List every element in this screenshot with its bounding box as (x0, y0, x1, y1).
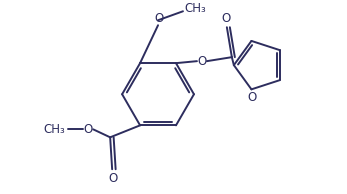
Text: O: O (197, 55, 206, 68)
Text: CH₃: CH₃ (184, 2, 206, 15)
Text: O: O (154, 12, 164, 25)
Text: O: O (84, 123, 93, 136)
Text: O: O (109, 172, 118, 185)
Text: O: O (221, 12, 230, 25)
Text: CH₃: CH₃ (43, 123, 65, 136)
Text: O: O (248, 91, 257, 104)
